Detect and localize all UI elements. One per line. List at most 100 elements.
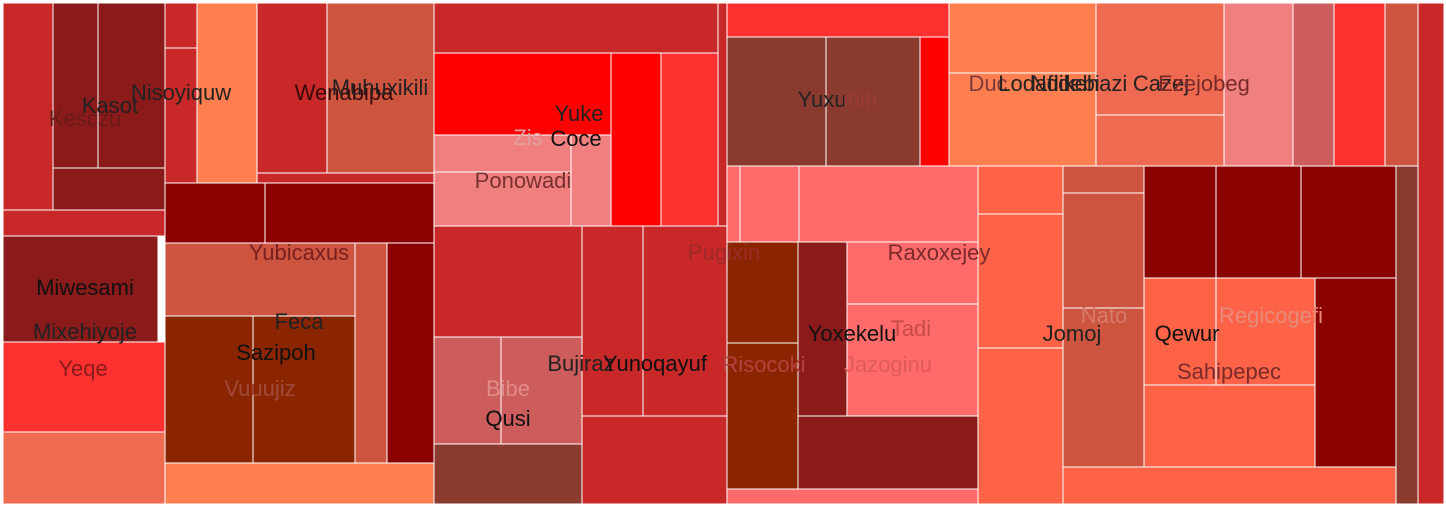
treemap-tile-7 [2,431,166,505]
tile-label-raxoxejey: Raxoxejey [888,240,991,265]
treemap-tile-74 [1062,466,1397,505]
tile-label-mixehiyoje: Mixehiyoje [33,319,137,344]
treemap-tile-56 [1292,2,1335,167]
treemap-tile-60 [1395,165,1419,505]
treemap-tile-41 [726,165,741,243]
treemap-tile-1 [52,2,99,169]
treemap-tile-58 [1384,2,1419,167]
treemap-tile-69 [1300,165,1397,279]
treemap-tile-67 [1143,165,1217,279]
treemap-tile-61 [977,165,1064,215]
treemap-tile-54 [1095,114,1225,167]
treemap-tile-14 [164,182,266,244]
treemap-tile-5 [2,235,159,343]
treemap-tile-37 [726,2,950,38]
treemap-tile-35 [642,225,728,417]
treemap-tile-22 [433,2,719,54]
treemap-tile-52 [948,72,1097,167]
treemap-tile-64 [1062,165,1145,194]
treemap-tile-8 [164,2,198,49]
treemap-tile-2 [97,2,166,169]
tile-label-muhuxikili: Muhuxikili [332,75,429,100]
treemap-tile-21 [164,462,435,505]
treemap-tile-65 [1062,192,1145,309]
treemap-tile-9 [164,47,198,184]
treemap-tile-23 [717,2,728,227]
tile-label-qewur: Qewur [1155,321,1220,346]
treemap-tile-19 [164,315,254,464]
treemap-tile-49 [797,415,979,490]
tile-label-ezejobeg: Ezejobeg [1158,71,1250,96]
treemap-tile-38 [726,36,827,167]
tile-label-kasot: Kasot [82,93,138,118]
treemap-tile-32 [500,336,583,445]
treemap-tile-43 [798,165,979,243]
treemap-tile-71 [1215,277,1316,386]
tile-label-sahipepec: Sahipepec [1177,359,1281,384]
treemap-tile-18 [386,242,435,464]
tile-label-coce: Coce [550,126,601,151]
tile-label-duc: Duc [968,71,1007,96]
tile-label-yoxekelu: Yoxekelu [808,321,896,346]
treemap-tile-53 [1095,2,1225,116]
treemap-tile-39 [825,36,921,167]
treemap-tile-42 [739,165,800,243]
tile-label-vuuujiz: Vuuujiz [224,376,295,401]
tile-label-yubicaxus: Yubicaxus [249,240,349,265]
tile-label-regicogefi: Regicogefi [1219,303,1323,328]
tile-label-nisoyiquw: Nisoyiquw [131,80,231,105]
treemap-tile-40 [919,36,950,167]
tile-label-feca: Feca [275,309,325,334]
treemap-tile-3 [52,167,166,211]
treemap-tile-25 [610,52,662,227]
treemap-tile-33 [433,443,583,505]
tile-label-ihih: ihih [843,87,877,112]
tile-label-nato: Nato [1081,303,1127,328]
treemap-tile-13 [256,172,435,184]
tile-label-yuxu: Yuxu [798,87,847,112]
tile-label-cazej: Cazej [1133,71,1189,96]
tile-label-wenabipa: Wenabipa [295,80,394,105]
treemap-tile-55 [1223,2,1294,167]
treemap-tile-70 [1143,277,1217,386]
tile-label-yeqe: Yeqe [58,356,107,381]
treemap-tile-36 [581,415,728,505]
treemap-tile-15 [264,182,435,244]
tile-label-lodafidebi: Lodafidebi [998,71,1100,96]
tile-label-pugixin: Pugixin [688,240,760,265]
treemap-tile-0 [2,2,54,211]
treemap-tile-27 [433,134,572,173]
tile-label-risocoki: Risocoki [722,352,805,377]
tile-label-bujiraz: Bujiraz [547,351,614,376]
tile-label-yuke: Yuke [555,101,604,126]
treemap-tile-73 [1143,384,1316,468]
treemap-tile-62 [977,213,1064,349]
tile-label-kesczu: Kesczu [49,106,121,131]
treemap-tile-17 [354,242,388,464]
treemap-tile-26 [660,52,719,227]
treemap-tile-47 [846,241,979,305]
tile-label-zis: Zis [513,125,542,150]
treemap-tile-30 [433,225,583,338]
tile-label-miwesami: Miwesami [36,275,134,300]
tile-label-jomoj: Jomoj [1043,321,1102,346]
treemap-tile-4 [2,209,166,237]
treemap-tile-50 [726,488,979,505]
tile-label-bibe: Bibe [486,376,530,401]
tile-label-ponowadi: Ponowadi [475,168,572,193]
treemap-tile-34 [581,225,644,417]
tile-label-qusi: Qusi [485,406,530,431]
tile-label-tadi: Tadi [891,316,931,341]
tile-label-sazipoh: Sazipoh [236,340,316,365]
tile-label-jazoginu: Jazoginu [844,352,932,377]
treemap-tile-68 [1215,165,1302,279]
treemap-tile-11 [256,2,328,174]
treemap-tile-46 [797,241,848,417]
treemap-tile-12 [326,2,435,174]
treemap-tile-59 [1417,2,1445,505]
treemap-tile-63 [977,347,1064,505]
tile-label-ndikehazi: Ndikehazi [1031,71,1128,96]
